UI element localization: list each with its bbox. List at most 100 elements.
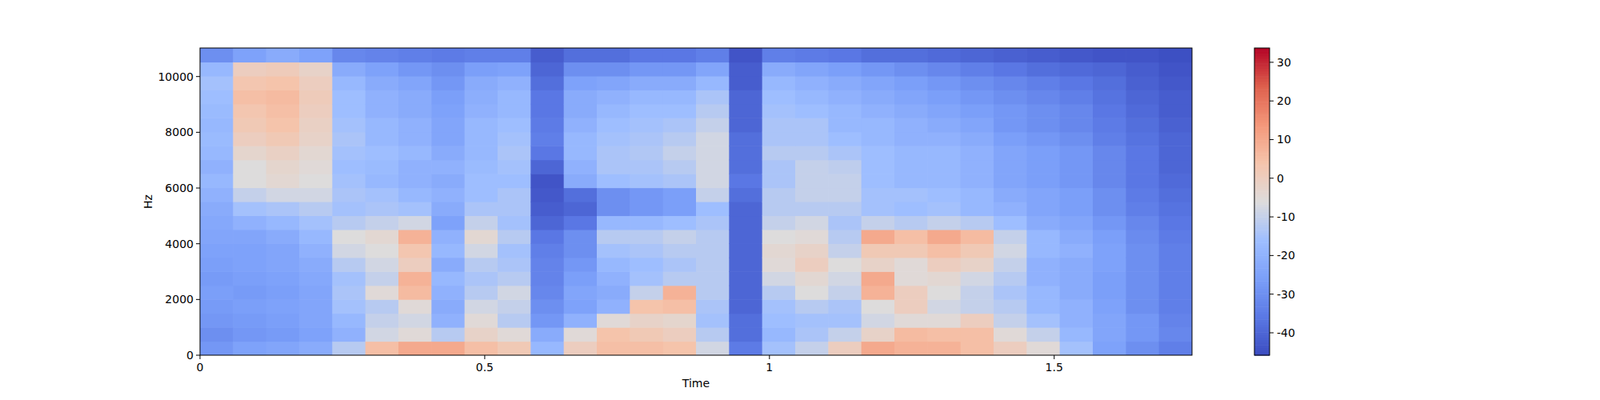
cell xyxy=(266,285,300,300)
cell xyxy=(696,48,730,63)
x-tick xyxy=(484,355,485,360)
cell xyxy=(464,89,499,104)
cell xyxy=(1125,215,1160,230)
cell xyxy=(1125,104,1160,119)
cell xyxy=(927,327,961,342)
cell xyxy=(200,117,234,132)
cell xyxy=(1026,271,1060,286)
cell xyxy=(398,215,432,230)
cell xyxy=(266,160,300,175)
cell xyxy=(1125,132,1160,147)
cell xyxy=(299,285,333,300)
cell xyxy=(993,48,1028,63)
cell xyxy=(663,132,697,147)
cell xyxy=(927,341,961,356)
x-tick xyxy=(200,355,201,360)
cell xyxy=(1026,104,1060,119)
cell xyxy=(894,201,928,216)
cell xyxy=(728,201,763,216)
cell xyxy=(232,89,267,104)
cell xyxy=(894,76,928,91)
cell xyxy=(431,188,465,203)
cell xyxy=(1026,215,1060,230)
cell xyxy=(564,215,598,230)
cell xyxy=(564,145,598,160)
cell xyxy=(1026,89,1060,104)
cell xyxy=(795,285,829,300)
cell xyxy=(663,173,697,188)
cell xyxy=(299,48,333,63)
cell xyxy=(365,61,400,76)
colorbar-tick xyxy=(1269,139,1274,140)
cell xyxy=(299,188,333,203)
cell xyxy=(332,215,366,230)
cell xyxy=(960,229,995,244)
cell xyxy=(663,285,697,300)
cell xyxy=(398,257,432,272)
cell xyxy=(596,117,631,132)
cell xyxy=(497,48,532,63)
cell xyxy=(431,285,465,300)
cell xyxy=(762,313,796,328)
cell xyxy=(365,117,400,132)
cell xyxy=(1026,48,1060,63)
colorbar-tick xyxy=(1269,293,1274,295)
cell xyxy=(332,243,366,258)
cell xyxy=(464,341,499,356)
cell xyxy=(266,145,300,160)
cell xyxy=(200,327,234,342)
cell xyxy=(431,48,465,63)
colorbar-tick-label: -10 xyxy=(1276,210,1296,224)
cell xyxy=(431,243,465,258)
cell xyxy=(1026,145,1060,160)
cell xyxy=(795,327,829,342)
cell xyxy=(960,215,995,230)
cell xyxy=(960,145,995,160)
cell xyxy=(530,299,564,314)
cell xyxy=(795,117,829,132)
cell xyxy=(1026,327,1060,342)
cell xyxy=(828,341,862,356)
cell xyxy=(927,201,961,216)
cell xyxy=(663,271,697,286)
cell xyxy=(728,61,763,76)
cell xyxy=(696,299,730,314)
y-tick-label: 4000 xyxy=(164,237,194,251)
cell xyxy=(266,271,300,286)
cell xyxy=(200,104,234,119)
cell xyxy=(1125,76,1160,91)
cell xyxy=(861,117,896,132)
cell xyxy=(663,89,697,104)
cell xyxy=(596,173,631,188)
cell xyxy=(696,285,730,300)
cell xyxy=(1060,215,1094,230)
colorbar-tick xyxy=(1269,61,1274,63)
cell xyxy=(1026,61,1060,76)
cell xyxy=(365,313,400,328)
cell xyxy=(1026,188,1060,203)
cell xyxy=(696,188,730,203)
cell xyxy=(828,327,862,342)
cell xyxy=(1125,48,1160,63)
cell xyxy=(299,61,333,76)
cell xyxy=(299,173,333,188)
cell xyxy=(266,173,300,188)
cell xyxy=(299,243,333,258)
cell xyxy=(960,257,995,272)
cell xyxy=(696,61,730,76)
cell xyxy=(728,271,763,286)
cell xyxy=(530,76,564,91)
cell xyxy=(266,243,300,258)
cell xyxy=(596,243,631,258)
cell xyxy=(993,132,1028,147)
cell xyxy=(894,299,928,314)
cell xyxy=(663,145,697,160)
cell xyxy=(266,188,300,203)
cell xyxy=(993,104,1028,119)
colorbar-tick xyxy=(1269,332,1274,333)
cell xyxy=(861,89,896,104)
cell xyxy=(564,341,598,356)
cell xyxy=(398,145,432,160)
cell xyxy=(464,313,499,328)
cell xyxy=(299,89,333,104)
